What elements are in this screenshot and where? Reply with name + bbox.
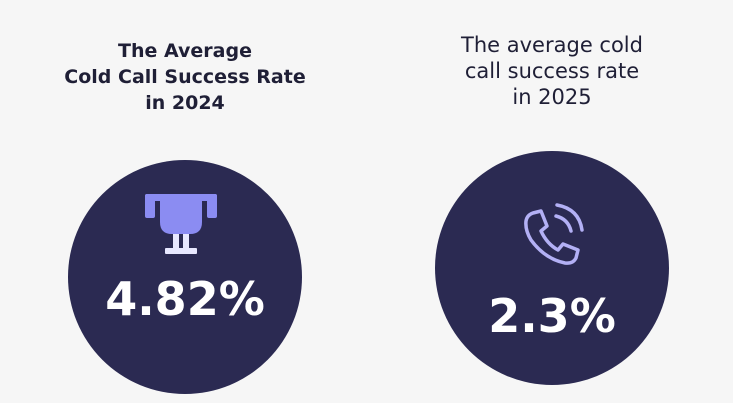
title-line: in 2024 — [145, 92, 225, 114]
panel-2025: The average cold call success rate in 20… — [435, 33, 669, 385]
title-line: The Average — [118, 40, 252, 62]
title-line: The average cold — [460, 33, 643, 57]
phone-icon — [524, 203, 584, 265]
value: 4.82% — [105, 272, 265, 326]
title-line: call success rate — [465, 59, 639, 83]
trophy-icon — [145, 194, 217, 254]
title-line: in 2025 — [512, 85, 591, 109]
panel-2024: The Average Cold Call Success Rate in 20… — [64, 40, 306, 394]
circle — [435, 151, 669, 385]
title-line: Cold Call Success Rate — [64, 66, 305, 88]
circle — [68, 160, 302, 394]
value: 2.3% — [488, 289, 616, 343]
